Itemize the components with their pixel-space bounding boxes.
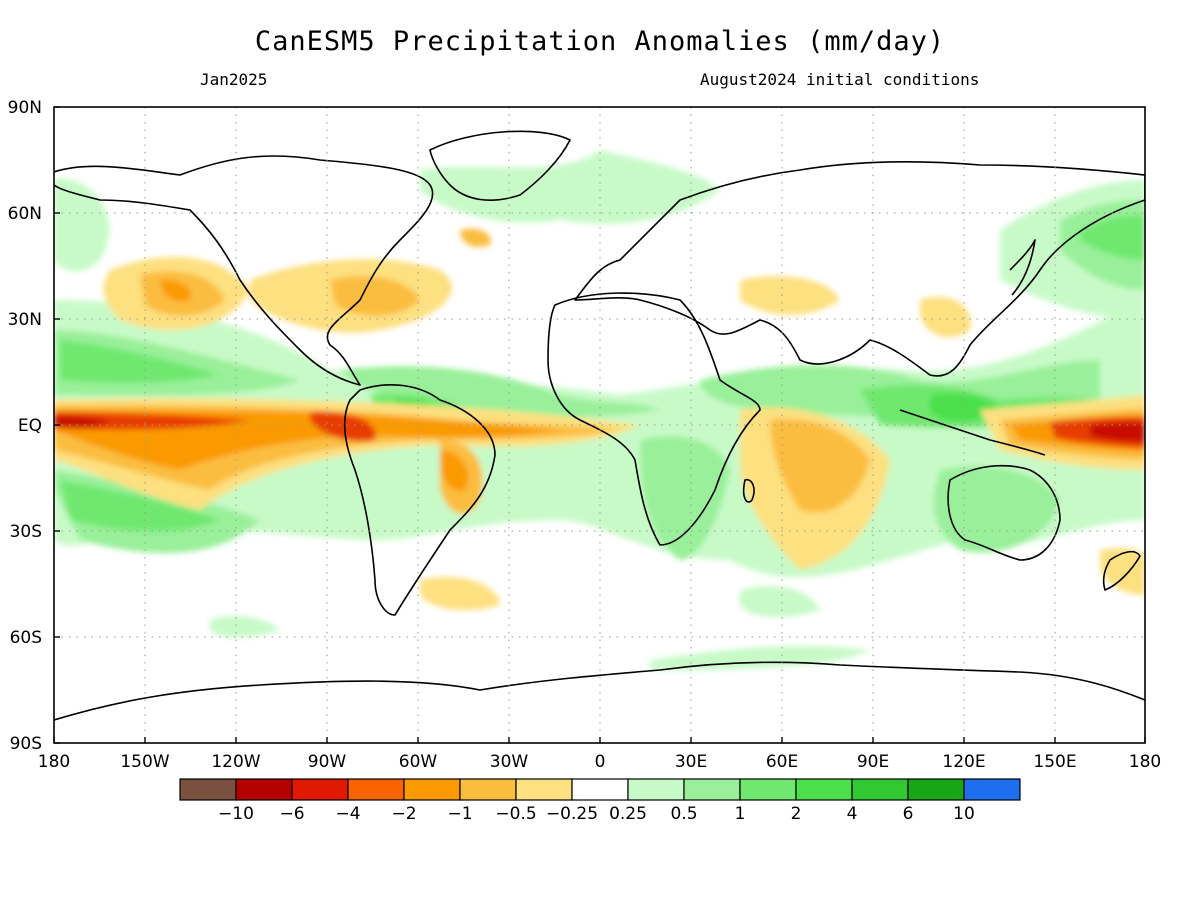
lon-label: 90W (308, 752, 347, 772)
coastlines (54, 130, 1145, 721)
colorbar-label: −2 (391, 804, 416, 824)
colorbar-swatch (179, 778, 237, 801)
colorbar-swatch (571, 778, 629, 801)
lon-label: 90E (857, 752, 889, 772)
colorbar-label: −6 (279, 804, 304, 824)
eurasia-outline (574, 160, 1145, 377)
lon-label: 180 (38, 752, 70, 772)
colorbar-swatch (347, 778, 405, 801)
colorbar-label: 2 (791, 804, 802, 824)
lon-label: 120W (211, 752, 260, 772)
colorbar-swatch (683, 778, 741, 801)
colorbar-swatch (795, 778, 853, 801)
colorbar-swatch (851, 778, 909, 801)
new-zealand-outline (1102, 550, 1141, 591)
colorbar-swatch (235, 778, 293, 801)
valid-month-label: Jan2025 (200, 70, 268, 89)
lat-label: 30S (10, 522, 42, 542)
colorbar-label: 0.25 (609, 804, 647, 824)
indonesia-outline (899, 409, 1046, 456)
colorbar-swatch (515, 778, 573, 801)
colorbar-swatch (963, 778, 1021, 801)
lon-label: 30W (490, 752, 529, 772)
lon-label: 30E (675, 752, 707, 772)
lon-label: 60E (766, 752, 798, 772)
colorbar-label: 6 (903, 804, 914, 824)
colorbar-swatch (291, 778, 349, 801)
madagascar-outline (742, 478, 755, 503)
colorbar-swatch (907, 778, 965, 801)
colorbar: −10 −6 −4 −2 −1 −0.5 −0.25 0.25 0.5 1 2 4 6 10 (179, 778, 1021, 824)
lon-label: 150W (120, 752, 169, 772)
lat-label: 90N (8, 98, 42, 118)
colorbar-label: 1 (735, 804, 746, 824)
longitude-axis: 180 150W 120W 90W 60W 30W 0 30E 60E 90E … (38, 737, 1161, 772)
lon-label: 0 (595, 752, 606, 772)
dry-anomaly-regions (54, 228, 1145, 611)
japan-outline (1009, 239, 1036, 296)
colorbar-label: −4 (335, 804, 360, 824)
colorbar-swatch (403, 778, 461, 801)
australia-outline (947, 464, 1061, 561)
graticule (54, 107, 1145, 743)
south-america-outline (343, 384, 496, 616)
africa-outline (547, 292, 761, 546)
north-america-outline (54, 155, 434, 386)
greenland-outline (429, 130, 571, 201)
lat-label: 30N (8, 310, 42, 330)
colorbar-swatch (739, 778, 797, 801)
latitude-axis: 90N 60N 30N EQ 30S 60S 90S (8, 98, 60, 754)
lat-label: 60S (10, 628, 42, 648)
lat-label: 60N (8, 204, 42, 224)
lon-label: 60W (399, 752, 438, 772)
colorbar-label: 0.5 (670, 804, 697, 824)
colorbar-label: 10 (953, 804, 975, 824)
colorbar-label: −1 (447, 804, 472, 824)
anomaly-field (54, 107, 1145, 743)
colorbar-label: −0.5 (495, 804, 536, 824)
lat-label: 90S (10, 734, 42, 754)
lon-label: 150E (1033, 752, 1076, 772)
lon-label: 180 (1129, 752, 1161, 772)
colorbar-label: −10 (218, 804, 254, 824)
lat-label: EQ (18, 416, 42, 436)
colorbar-label: 4 (847, 804, 858, 824)
lon-label: 120E (942, 752, 985, 772)
colorbar-swatch (459, 778, 517, 801)
antarctica-outline (54, 661, 1145, 721)
map-title: CanESM5 Precipitation Anomalies (mm/day) (254, 26, 946, 57)
colorbar-swatch (627, 778, 685, 801)
colorbar-label: −0.25 (546, 804, 598, 824)
initial-conditions-label: August2024 initial conditions (700, 70, 980, 89)
